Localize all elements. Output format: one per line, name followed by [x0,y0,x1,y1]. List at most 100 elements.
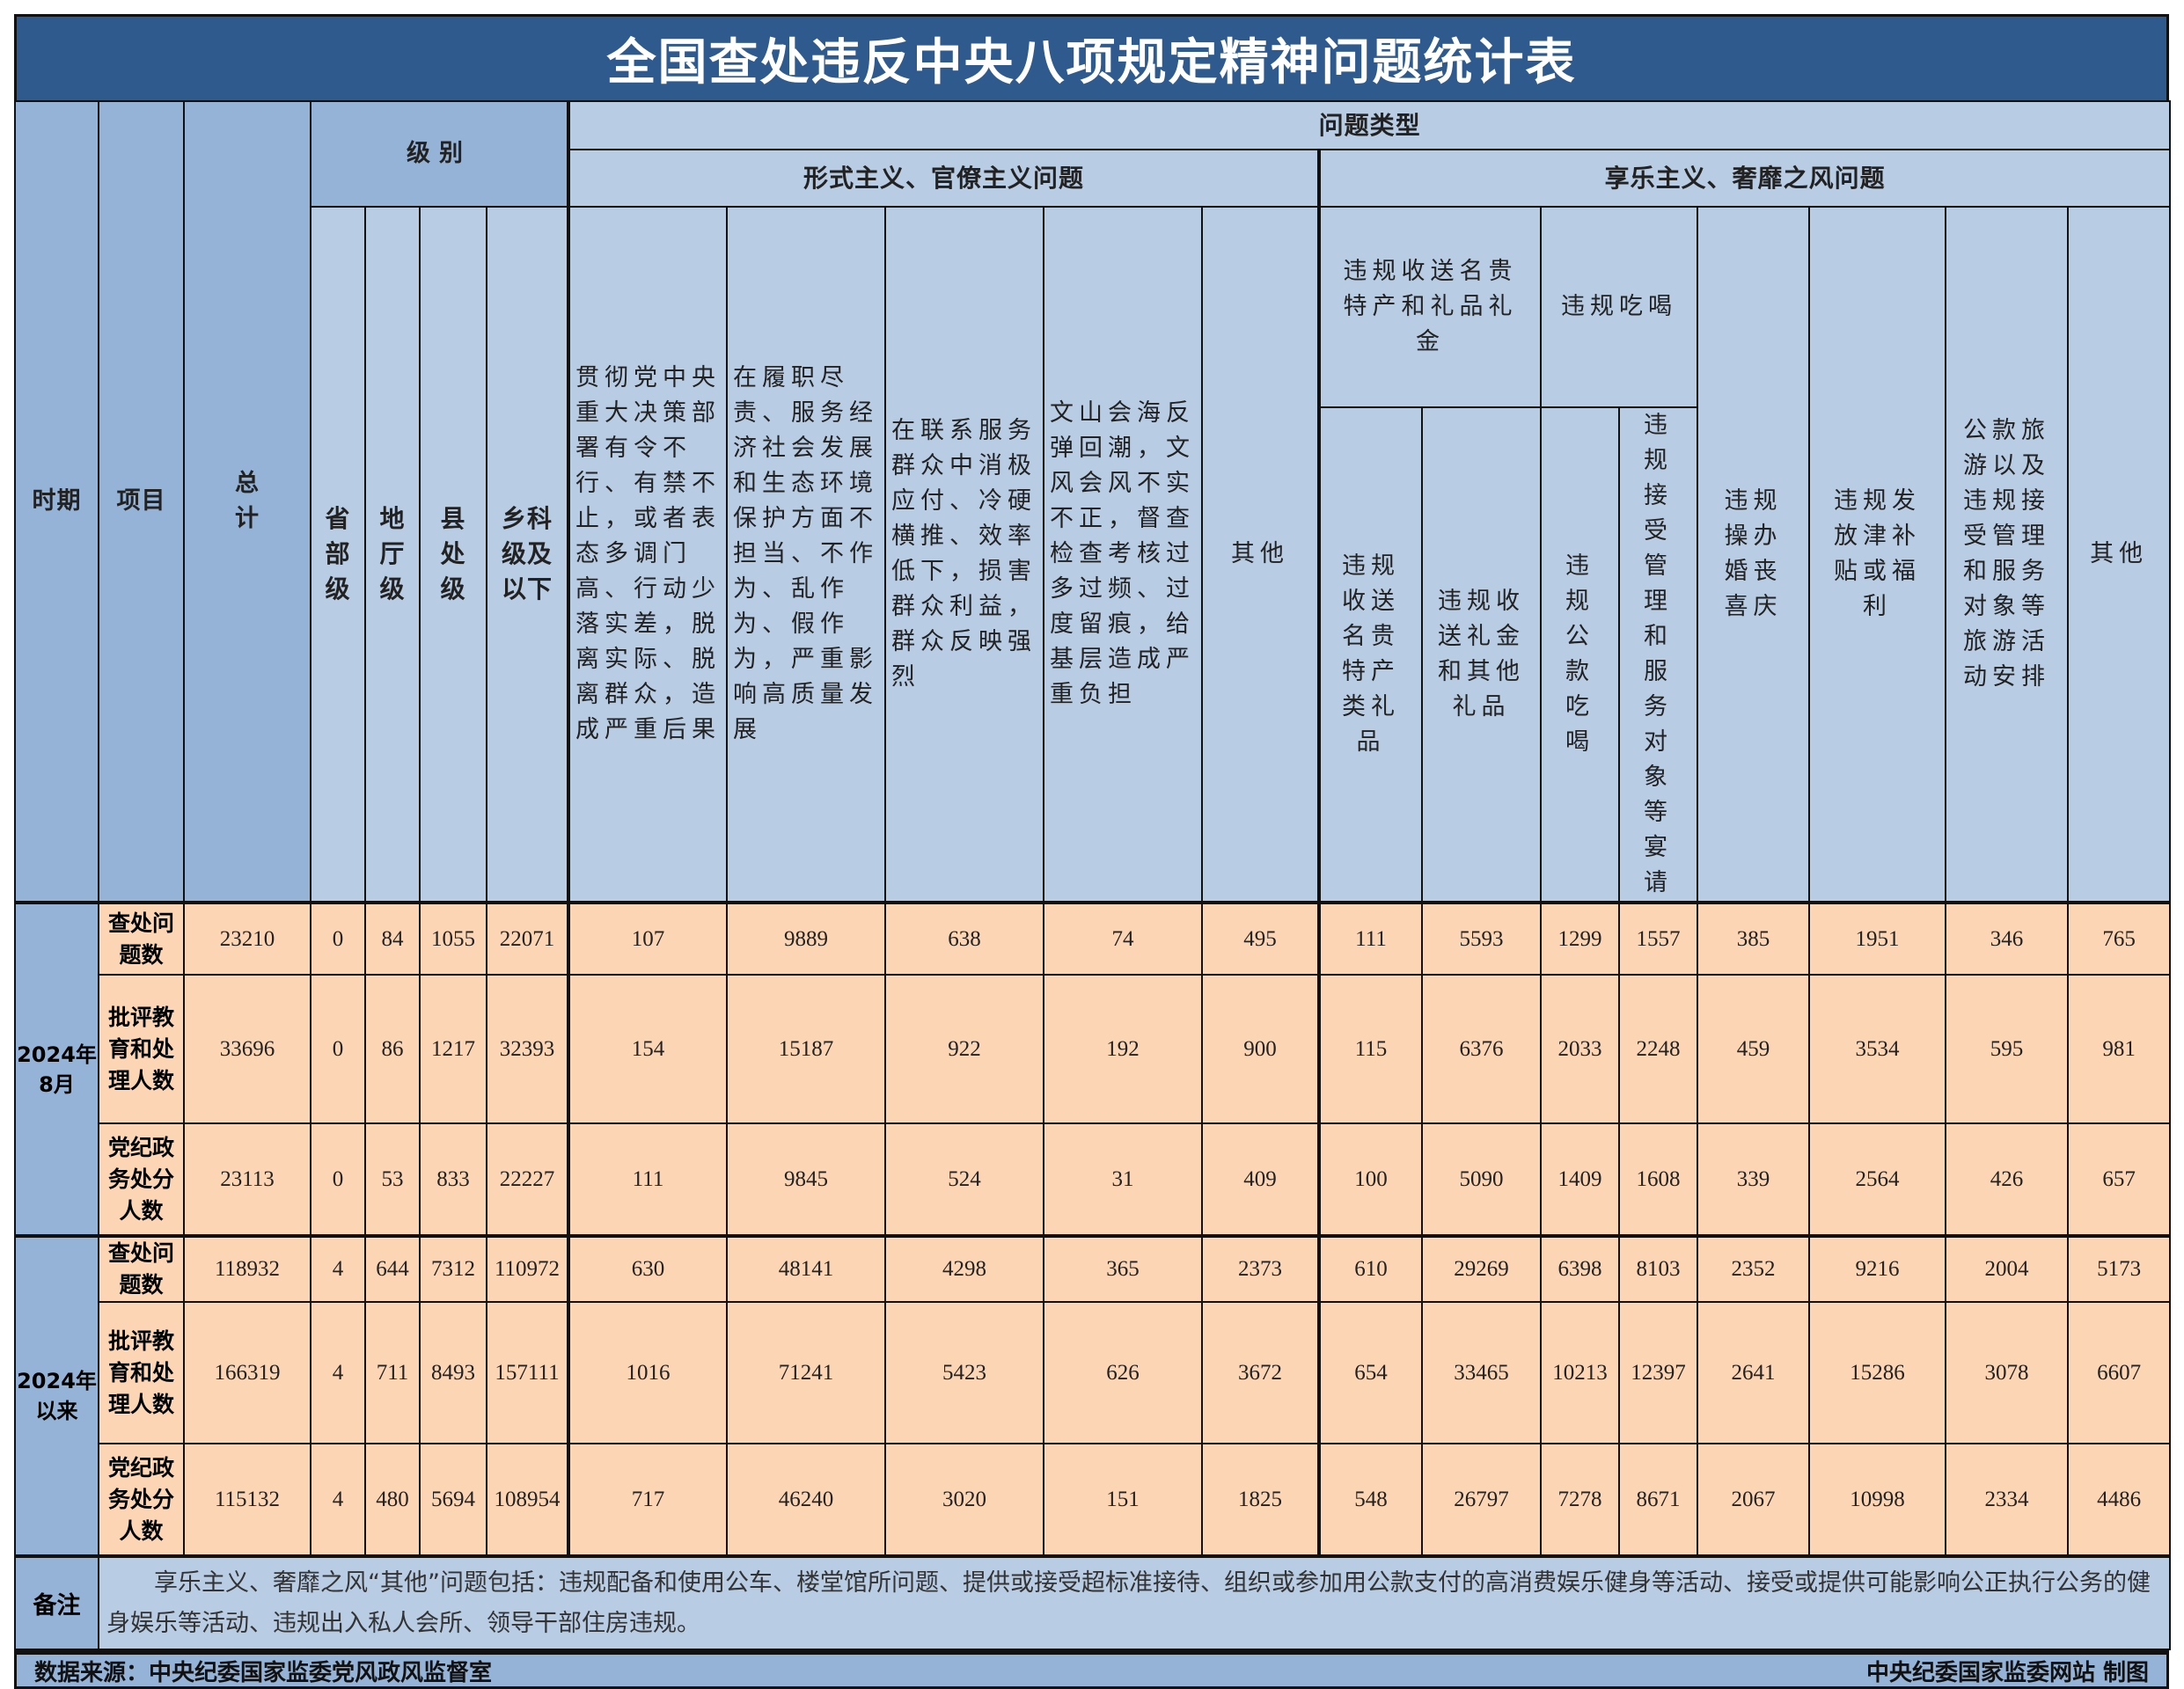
header-gifts-money: 违规收送礼金和其他礼品 [1421,406,1542,903]
header-level: 级别 [310,100,569,208]
row-item-label: 党纪政务处分人数 [98,1122,185,1237]
value-cell: 339 [1697,1122,1810,1237]
value-cell: 23210 [183,901,311,976]
value-cell: 426 [1945,1122,2069,1237]
value-cell: 5090 [1421,1122,1542,1237]
header-travel: 公款旅游以及违规接受管理和服务对象等旅游活动安排 [1945,206,2069,903]
header-item: 项目 [98,100,185,903]
header-gifts: 违规收送名贵特产和礼品礼金 [1317,206,1542,408]
value-cell: 654 [1317,1301,1423,1444]
value-cell: 6398 [1540,1234,1620,1303]
value-cell: 1299 [1540,901,1620,976]
value-cell: 833 [419,1122,487,1237]
value-cell: 2373 [1201,1234,1320,1303]
value-cell: 115 [1317,974,1423,1124]
value-cell: 495 [1201,901,1320,976]
value-cell: 548 [1317,1443,1423,1557]
value-cell: 86 [364,974,421,1124]
value-cell: 15187 [726,974,886,1124]
value-cell: 26797 [1421,1443,1542,1557]
value-cell: 7278 [1540,1443,1620,1557]
value-cell: 4 [310,1301,366,1444]
header-level-township: 乡科级及以下 [486,206,569,903]
note-label: 备注 [14,1554,99,1650]
note-row: 备注 享乐主义、奢靡之风“其他”问题包括：违规配备和使用公车、楼堂馆所问题、提供… [14,1554,2172,1650]
table-row: 2024年8月 查处问题数 23210 0 84 1055 22071 107 9889 638 7… [14,901,2172,1237]
note-text: 享乐主义、奢靡之风“其他”问题包括：违规配备和使用公车、楼堂馆所问题、提供或接受… [97,1554,2172,1650]
value-cell: 4 [310,1234,366,1303]
header-formalism-4: 文山会海反弹回潮，文风会风不实不正，督查检查考核过多过频、过度留痕，给基层造成严… [1043,206,1203,903]
value-cell: 6376 [1421,974,1542,1124]
header-dining: 违规吃喝 [1540,206,1698,408]
value-cell: 4298 [884,1234,1044,1303]
table-row: 2024年以来 查处问题数 118932 4 644 7312 110972 630 48141… [14,1234,2172,1557]
value-cell: 46240 [726,1443,886,1557]
value-cell: 22227 [486,1122,569,1237]
value-cell: 84 [364,901,421,976]
value-cell: 2067 [1697,1443,1810,1557]
footer: 数据来源：中央纪委国家监委党风政风监督室 中央纪委国家监委网站 制图 [14,1650,2169,1689]
value-cell: 365 [1043,1234,1203,1303]
value-cell: 4 [310,1443,366,1557]
header-dining-banquets: 违规接受管理和服务对象等宴请 [1618,406,1698,903]
data-source: 数据来源：中央纪委国家监委党风政风监督室 [34,1659,493,1686]
value-cell: 15286 [1808,1301,1946,1444]
value-cell: 638 [884,901,1044,976]
row-item-label: 批评教育和处理人数 [98,1301,185,1444]
header-formalism-other: 其他 [1201,206,1320,903]
value-cell: 7312 [419,1234,487,1303]
header-level-prefecture: 地厅级 [364,206,421,903]
table-body: 2024年8月 查处问题数 23210 0 84 1055 22071 107 9889 638 7… [14,901,2172,1557]
value-cell: 48141 [726,1234,886,1303]
value-cell: 111 [1317,901,1423,976]
value-cell: 4486 [2066,1443,2172,1557]
header-period: 时期 [14,100,99,903]
value-cell: 0 [310,974,366,1124]
header-formalism-3: 在联系服务群众中消极应付、冷硬横推、效率低下，损害群众利益，群众反映强烈 [884,206,1044,903]
value-cell: 717 [567,1443,728,1557]
value-cell: 3672 [1201,1301,1320,1444]
value-cell: 2352 [1697,1234,1810,1303]
value-cell: 9845 [726,1122,886,1237]
header-gifts-specialty: 违规收送名贵特产类礼品 [1317,406,1423,903]
value-cell: 3078 [1945,1301,2069,1444]
row-item-label: 批评教育和处理人数 [98,974,185,1124]
value-cell: 110972 [486,1234,569,1303]
header-dining-public-funds: 违规公款吃喝 [1540,406,1620,903]
value-cell: 1409 [1540,1122,1620,1237]
header-hedonism-other: 其他 [2066,206,2172,903]
row-item-label: 查处问题数 [98,901,185,976]
header-formalism-1: 贯彻党中央重大决策部署有令不行、有禁不止，或者表态多调门高、行动少落实差，脱离实… [567,206,728,903]
value-cell: 71241 [726,1301,886,1444]
period-label: 2024年8月 [14,901,99,1237]
row-item-label: 查处问题数 [98,1234,185,1303]
value-cell: 3534 [1808,974,1946,1124]
value-cell: 154 [567,974,728,1124]
value-cell: 192 [1043,974,1203,1124]
value-cell: 108954 [486,1443,569,1557]
value-cell: 8103 [1618,1234,1698,1303]
value-cell: 5593 [1421,901,1542,976]
value-cell: 0 [310,901,366,976]
value-cell: 2248 [1618,974,1698,1124]
value-cell: 31 [1043,1122,1203,1237]
value-cell: 29269 [1421,1234,1542,1303]
header-level-province: 省部级 [310,206,366,903]
table-row: 党纪政务处分人数 115132 4 480 5694 108954 717 46240 3020… [15,1443,2172,1557]
header-weddings: 违规操办婚丧喜庆 [1697,206,1810,903]
table-title: 全国查处违反中央八项规定精神问题统计表 [14,14,2169,100]
value-cell: 115132 [183,1443,311,1557]
value-cell: 630 [567,1234,728,1303]
value-cell: 2564 [1808,1122,1946,1237]
value-cell: 111 [567,1122,728,1237]
value-cell: 22071 [486,901,569,976]
value-cell: 1608 [1618,1122,1698,1237]
value-cell: 8671 [1618,1443,1698,1557]
value-cell: 1016 [567,1301,728,1444]
value-cell: 100 [1317,1122,1423,1237]
value-cell: 0 [310,1122,366,1237]
value-cell: 981 [2066,974,2172,1124]
value-cell: 3020 [884,1443,1044,1557]
value-cell: 10213 [1540,1301,1620,1444]
value-cell: 2004 [1945,1234,2069,1303]
